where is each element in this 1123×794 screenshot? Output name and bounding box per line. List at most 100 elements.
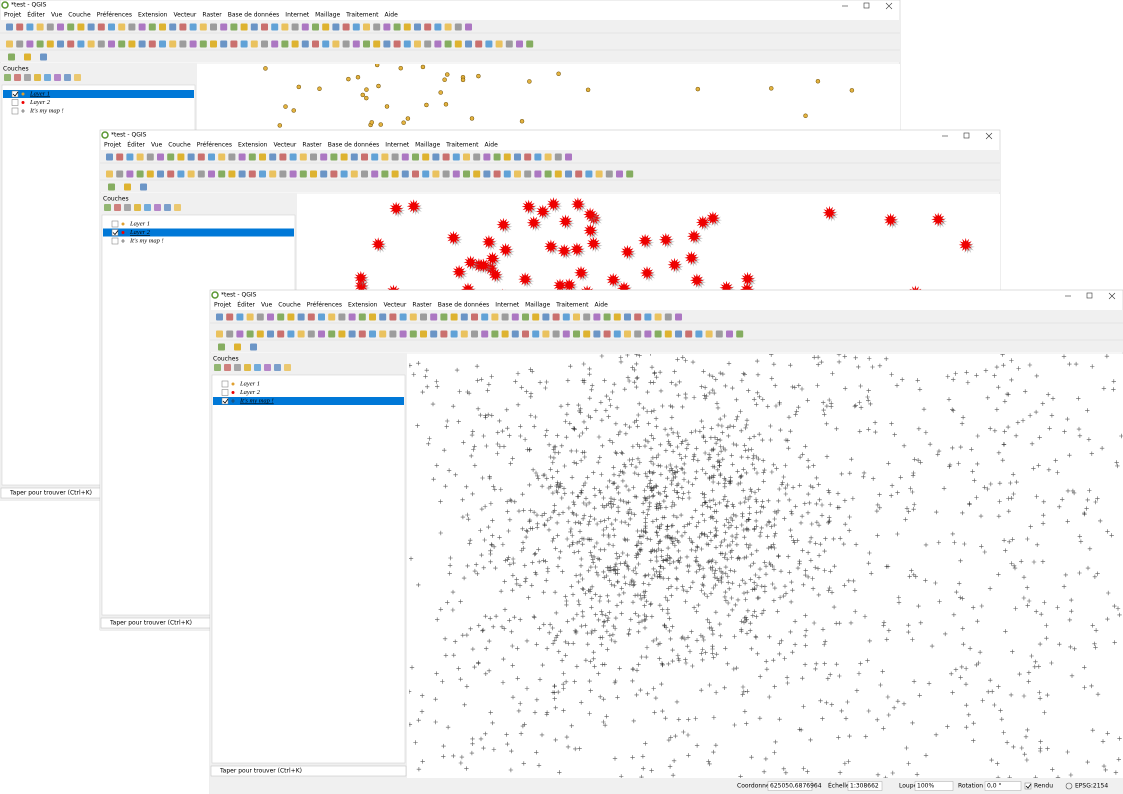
panel-tool-button[interactable]: [174, 204, 181, 211]
toolbar-button[interactable]: [218, 153, 226, 161]
menu-item[interactable]: Maillage: [315, 12, 340, 19]
toolbar-button[interactable]: [542, 330, 550, 338]
toolbar-button[interactable]: [136, 170, 144, 178]
toolbar-button[interactable]: [475, 40, 483, 48]
toolbar-button[interactable]: [450, 313, 458, 321]
toolbar-button[interactable]: [401, 153, 409, 161]
toolbar-button[interactable]: [318, 313, 325, 321]
toolbar-button[interactable]: [216, 313, 223, 321]
menu-item[interactable]: Projet: [214, 302, 232, 309]
panel-tool-button[interactable]: [134, 204, 141, 211]
toolbar-button[interactable]: [46, 23, 54, 31]
toolbar-button[interactable]: [230, 40, 238, 48]
toolbar-button[interactable]: [583, 313, 591, 321]
toolbar-button[interactable]: [97, 40, 105, 48]
toolbar-button[interactable]: [8, 53, 15, 61]
toolbar-button[interactable]: [236, 330, 244, 338]
menu-item[interactable]: Vecteur: [383, 302, 406, 309]
toolbar-button[interactable]: [654, 313, 662, 321]
toolbar-button[interactable]: [279, 170, 287, 178]
toolbar-button[interactable]: [565, 153, 572, 161]
toolbar-button[interactable]: [389, 313, 397, 321]
toolbar-button[interactable]: [460, 330, 468, 338]
toolbar-button[interactable]: [307, 330, 315, 338]
toolbar-button[interactable]: [391, 170, 399, 178]
menu-item[interactable]: Raster: [202, 12, 222, 19]
toolbar-button[interactable]: [485, 40, 493, 48]
toolbar-button[interactable]: [603, 313, 611, 321]
toolbar-button[interactable]: [256, 330, 264, 338]
toolbar-button[interactable]: [267, 313, 274, 321]
toolbar-button[interactable]: [297, 330, 305, 338]
toolbar-button[interactable]: [310, 170, 317, 178]
toolbar-button[interactable]: [450, 330, 458, 338]
toolbar-button[interactable]: [157, 153, 164, 161]
toolbar-button[interactable]: [664, 330, 672, 338]
toolbar-button[interactable]: [148, 23, 156, 31]
toolbar-button[interactable]: [36, 40, 44, 48]
toolbar-button[interactable]: [220, 40, 228, 48]
toolbar-button[interactable]: [277, 330, 285, 338]
panel-tool-button[interactable]: [284, 364, 291, 371]
toolbar-button[interactable]: [281, 40, 289, 48]
layer-name[interactable]: Layer 2: [129, 229, 151, 236]
toolbar-button[interactable]: [501, 313, 509, 321]
menu-item[interactable]: Vecteur: [173, 12, 196, 19]
toolbar-button[interactable]: [511, 330, 519, 338]
toolbar-button[interactable]: [501, 330, 509, 338]
toolbar-button[interactable]: [463, 170, 470, 178]
toolbar-button[interactable]: [603, 330, 611, 338]
toolbar-button[interactable]: [177, 170, 185, 178]
panel-tool-button[interactable]: [244, 364, 251, 371]
layer-name[interactable]: It's my map !: [239, 397, 274, 404]
toolbar-button[interactable]: [424, 40, 432, 48]
toolbar-button[interactable]: [471, 313, 478, 321]
toolbar-button[interactable]: [167, 153, 175, 161]
toolbar-button[interactable]: [87, 23, 95, 31]
toolbar-button[interactable]: [644, 313, 652, 321]
menu-item[interactable]: Maillage: [525, 302, 550, 309]
toolbar-button[interactable]: [332, 23, 340, 31]
toolbar-button[interactable]: [248, 153, 256, 161]
toolbar-button[interactable]: [310, 153, 317, 161]
toolbar-button[interactable]: [340, 153, 348, 161]
toolbar-button[interactable]: [626, 170, 634, 178]
panel-tool-button[interactable]: [164, 204, 171, 211]
toolbar-button[interactable]: [26, 23, 34, 31]
toolbar-button[interactable]: [534, 153, 542, 161]
toolbar-button[interactable]: [432, 153, 440, 161]
toolbar-button[interactable]: [138, 40, 146, 48]
toolbar-button[interactable]: [126, 153, 134, 161]
toolbar-button[interactable]: [481, 330, 489, 338]
toolbar-button[interactable]: [412, 153, 419, 161]
menu-item[interactable]: Vue: [261, 302, 273, 309]
toolbar-button[interactable]: [409, 330, 417, 338]
toolbar-button[interactable]: [189, 40, 197, 48]
toolbar-button[interactable]: [565, 170, 572, 178]
toolbar-button[interactable]: [128, 40, 136, 48]
toolbar-button[interactable]: [583, 330, 591, 338]
toolbar-button[interactable]: [261, 23, 268, 31]
toolbar-button[interactable]: [289, 153, 297, 161]
toolbar-button[interactable]: [373, 40, 381, 48]
toolbar-button[interactable]: [67, 40, 75, 48]
toolbar-button[interactable]: [705, 330, 713, 338]
toolbar-button[interactable]: [118, 40, 126, 48]
toolbar-button[interactable]: [189, 23, 197, 31]
toolbar-button[interactable]: [434, 40, 442, 48]
toolbar-button[interactable]: [412, 170, 419, 178]
toolbar-button[interactable]: [358, 330, 366, 338]
toolbar-button[interactable]: [414, 23, 421, 31]
toolbar-button[interactable]: [440, 313, 448, 321]
toolbar-button[interactable]: [363, 23, 370, 31]
panel-tool-button[interactable]: [14, 74, 21, 81]
toolbar-button[interactable]: [483, 170, 491, 178]
toolbar-button[interactable]: [409, 313, 417, 321]
toolbar-button[interactable]: [228, 170, 236, 178]
toolbar-button[interactable]: [108, 23, 115, 31]
toolbar-button[interactable]: [516, 40, 523, 48]
toolbar-button[interactable]: [77, 40, 85, 48]
toolbar-button[interactable]: [503, 153, 511, 161]
toolbar-button[interactable]: [444, 23, 452, 31]
toolbar-button[interactable]: [328, 313, 336, 321]
